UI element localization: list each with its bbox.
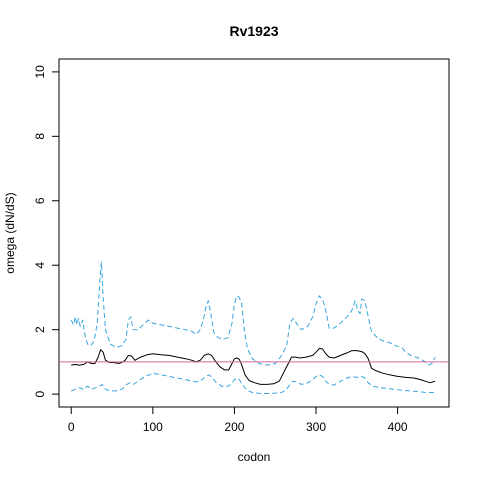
x-tick-label: 100 bbox=[143, 420, 163, 434]
chart-title: Rv1923 bbox=[229, 23, 278, 39]
y-tick-label: 0 bbox=[33, 390, 47, 397]
y-tick-label: 8 bbox=[33, 133, 47, 140]
x-tick-label: 400 bbox=[388, 420, 408, 434]
y-tick-label: 6 bbox=[33, 197, 47, 204]
series-line-upper bbox=[70, 261, 436, 366]
x-axis: 0 100 200 300 400 bbox=[68, 406, 408, 434]
x-tick-label: 0 bbox=[68, 420, 75, 434]
x-tick-label: 200 bbox=[224, 420, 244, 434]
y-tick-label: 2 bbox=[33, 326, 47, 333]
series-line-estimate bbox=[71, 347, 436, 385]
x-tick-label: 300 bbox=[306, 420, 326, 434]
x-axis-title: codon bbox=[238, 450, 271, 464]
y-tick-label: 4 bbox=[33, 262, 47, 269]
series-line-lower bbox=[71, 372, 436, 394]
y-tick-label: 10 bbox=[33, 65, 47, 79]
y-axis-title: omega (dN/dS) bbox=[3, 192, 17, 273]
series-layer bbox=[70, 261, 436, 394]
y-axis: 0 2 4 6 8 10 bbox=[33, 65, 60, 397]
